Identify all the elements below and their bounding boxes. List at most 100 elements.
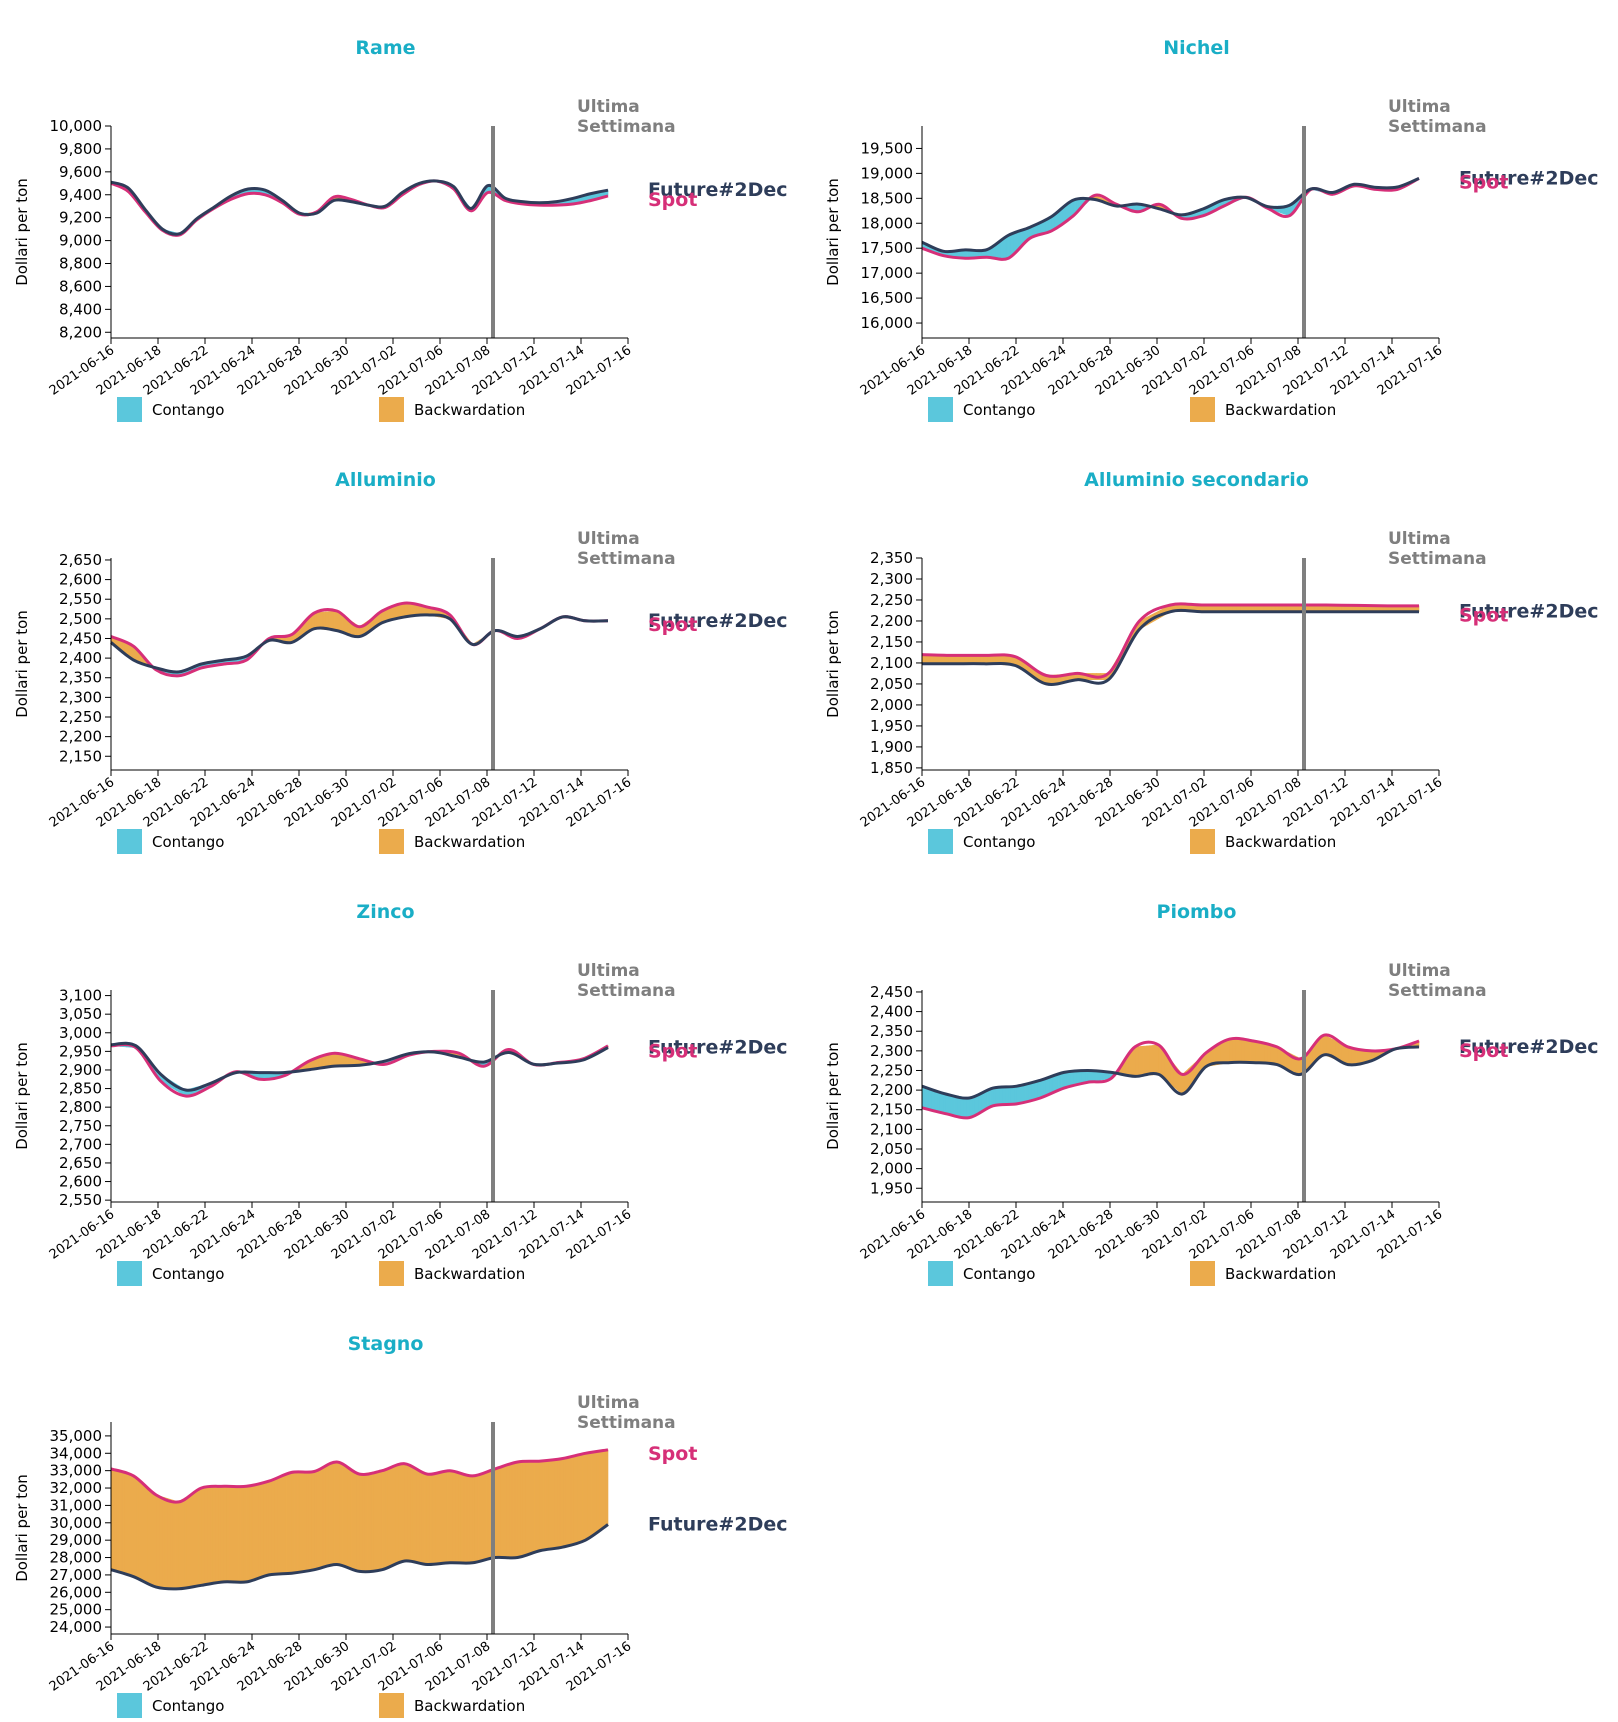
y-tick-label: 2,600 [59, 1173, 102, 1191]
backwardation-area [568, 1456, 572, 1546]
backwardation-area [198, 1487, 202, 1587]
backwardation-area [356, 1472, 360, 1572]
y-axis-label: Dollari per ton [824, 178, 842, 286]
backwardation-area [429, 1472, 434, 1565]
backwardation-area [477, 1472, 482, 1562]
chart-title: Piombo [1157, 901, 1237, 923]
backwardation-area [585, 1452, 589, 1541]
backwardation-area [305, 1471, 309, 1572]
backwardation-area [161, 1496, 165, 1589]
backwardation-area [116, 1470, 120, 1573]
y-tick-label: 17,000 [861, 264, 914, 282]
backwardation-area [579, 1453, 583, 1543]
y-tick-label: 2,100 [870, 1120, 913, 1138]
backwardation-area [599, 1450, 603, 1531]
backwardation-area [528, 1461, 533, 1555]
backwardation-area [138, 1480, 143, 1582]
legend-contango-swatch [117, 1693, 142, 1718]
backwardation-area [398, 1464, 403, 1564]
backwardation-area [254, 1483, 259, 1580]
backwardation-area [362, 1472, 366, 1572]
future-line [110, 1041, 609, 1092]
y-tick-label: 1,900 [870, 738, 913, 756]
backwardation-area [218, 1486, 222, 1584]
y-tick-label: 18,500 [861, 189, 914, 207]
y-tick-label: 9,200 [59, 209, 102, 227]
backwardation-area [336, 1461, 341, 1566]
y-tick-label: 2,200 [870, 612, 913, 630]
contango-area [951, 1094, 955, 1116]
y-tick-label: 26,000 [50, 1583, 103, 1601]
backwardation-area [1264, 1043, 1269, 1065]
backwardation-area [150, 1489, 154, 1587]
backwardation-area [401, 602, 405, 619]
contango-area [1096, 1070, 1100, 1082]
backwardation-area [339, 1462, 343, 1567]
contango-area [998, 1087, 1003, 1106]
y-tick-label: 2,600 [59, 571, 102, 589]
y-tick-label: 2,200 [870, 1081, 913, 1099]
backwardation-area [407, 1464, 411, 1563]
backwardation-area [203, 1487, 208, 1586]
y-tick-label: 2,050 [870, 1140, 913, 1158]
last-week-label: Ultima [1388, 529, 1451, 549]
legend-backwardation-label: Backwardation [414, 401, 525, 419]
backwardation-area [483, 1471, 487, 1561]
y-tick-label: 2,350 [59, 669, 102, 687]
contango-area [957, 1095, 961, 1117]
contango-area [1008, 233, 1012, 259]
backwardation-area [263, 1481, 267, 1578]
backwardation-area [291, 1471, 295, 1574]
legend-contango-swatch [928, 829, 953, 854]
y-tick-label: 9,400 [59, 186, 102, 204]
backwardation-area [181, 1497, 185, 1589]
last-week-label: Ultima [577, 1393, 640, 1413]
backwardation-area [237, 1486, 242, 1583]
y-axis-label: Dollari per ton [13, 178, 31, 286]
backwardation-area [497, 1466, 501, 1558]
last-week-label: Ultima [1388, 97, 1451, 117]
backwardation-area [359, 1473, 363, 1572]
backwardation-area [1273, 1045, 1278, 1065]
backwardation-area [426, 1473, 431, 1565]
backwardation-area [311, 1471, 315, 1571]
future-series-label: Future#2Dec [1459, 1036, 1599, 1058]
contango-area [1040, 1078, 1044, 1099]
contango-area [963, 1096, 967, 1118]
backwardation-area [201, 1487, 205, 1586]
y-tick-label: 2,350 [870, 1022, 913, 1040]
legend-backwardation-label: Backwardation [414, 833, 525, 851]
backwardation-area [1247, 1040, 1251, 1063]
contango-area [933, 1089, 938, 1112]
legend-contango-label: Contango [152, 1697, 224, 1715]
contango-area [930, 1088, 935, 1112]
backwardation-area [1140, 1045, 1145, 1077]
backwardation-area [133, 1475, 137, 1579]
y-tick-label: 19,000 [861, 164, 914, 182]
backwardation-area [336, 610, 341, 632]
contango-area [1031, 1081, 1035, 1101]
backwardation-area [195, 1489, 199, 1587]
contango-area [1022, 1083, 1026, 1103]
backwardation-area [455, 1471, 459, 1564]
contango-area [1045, 1076, 1050, 1096]
backwardation-area [556, 1458, 561, 1549]
backwardation-area [1146, 1045, 1151, 1076]
backwardation-area [587, 1452, 592, 1539]
backwardation-area [192, 1490, 197, 1588]
last-week-label: Settimana [577, 1413, 676, 1433]
last-week-label: Settimana [1388, 981, 1487, 1001]
backwardation-area [460, 1472, 465, 1564]
backwardation-area [249, 1484, 253, 1582]
last-week-label: Ultima [577, 529, 640, 549]
contango-area [1010, 232, 1015, 257]
backwardation-area [337, 1053, 342, 1067]
legend-contango-label: Contango [963, 833, 1035, 851]
backwardation-area [404, 602, 408, 618]
y-tick-label: 1,850 [870, 759, 913, 777]
y-tick-label: 25,000 [50, 1601, 103, 1619]
backwardation-area [350, 1469, 355, 1571]
backwardation-area [268, 1479, 273, 1576]
y-axis-label: Dollari per ton [824, 1042, 842, 1150]
backwardation-area [274, 1477, 278, 1575]
